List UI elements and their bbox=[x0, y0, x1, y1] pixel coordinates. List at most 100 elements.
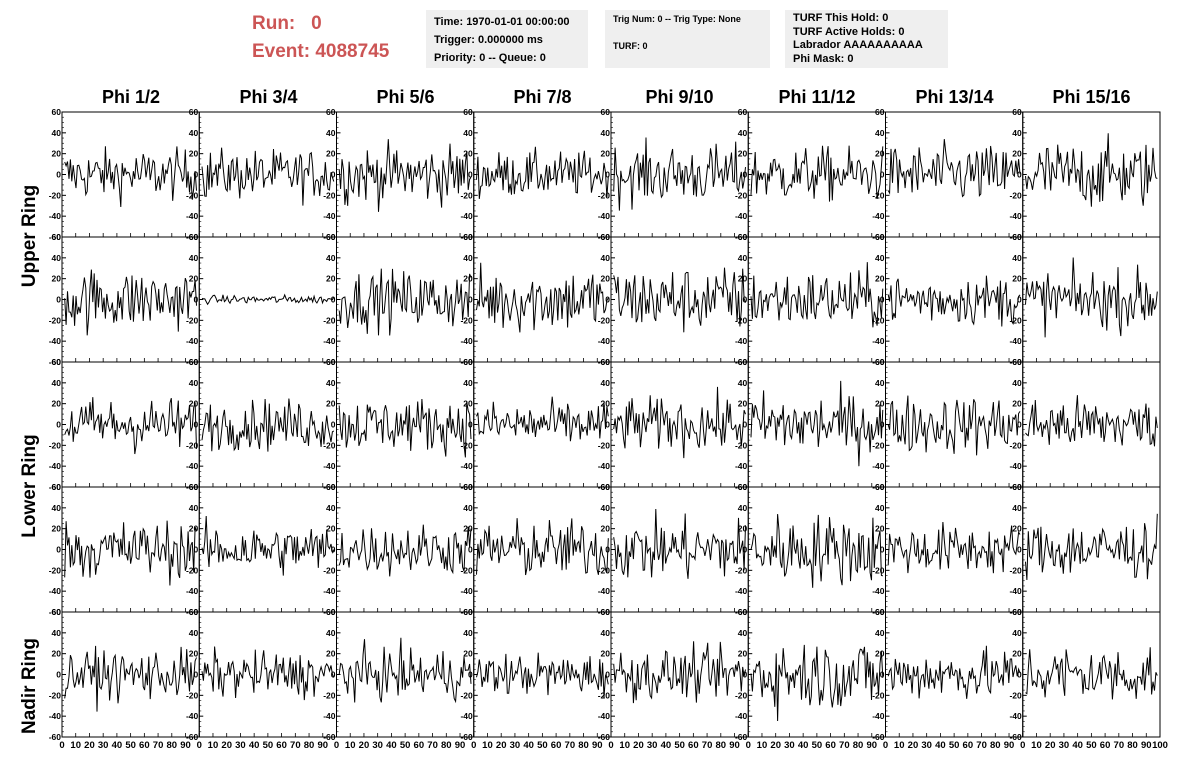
y-tick-label: 20 bbox=[326, 274, 336, 284]
y-tick-label: -20 bbox=[460, 440, 473, 450]
y-tick-label: 0 bbox=[880, 670, 885, 680]
waveform-trace-r5-c1 bbox=[64, 645, 197, 712]
y-tick-label: 40 bbox=[1012, 378, 1022, 388]
y-tick-label: 0 bbox=[605, 545, 610, 555]
y-tick-label: 0 bbox=[331, 545, 336, 555]
run-value: 0 bbox=[311, 13, 322, 34]
run-label: Run: bbox=[252, 13, 296, 34]
y-tick-label: 20 bbox=[326, 649, 336, 659]
waveform-trace-r3-c1 bbox=[64, 397, 197, 455]
y-tick-label: -20 bbox=[735, 190, 748, 200]
run-event-box: Run: 0 Event: 4088745 bbox=[252, 10, 422, 66]
y-tick-label: -40 bbox=[460, 211, 473, 221]
panel-frame-r4-c1 bbox=[61, 486, 200, 613]
x-tick-label: 80 bbox=[167, 740, 178, 751]
x-tick-label: 50 bbox=[400, 740, 411, 751]
x-tick-label: 60 bbox=[414, 740, 425, 751]
x-tick-label: 30 bbox=[784, 740, 795, 751]
y-tick-label: -40 bbox=[598, 711, 611, 721]
waveform-trace-r4-c2 bbox=[201, 515, 335, 576]
waveform-trace-r3-c4 bbox=[476, 396, 609, 442]
y-tick-label: 40 bbox=[601, 128, 611, 138]
y-tick-label: 0 bbox=[880, 545, 885, 555]
y-tick-label: 40 bbox=[1012, 128, 1022, 138]
x-tick-label: 20 bbox=[496, 740, 507, 751]
run-row: Run: 0 bbox=[252, 10, 422, 38]
y-tick-label: -20 bbox=[460, 190, 473, 200]
y-tick-label: 0 bbox=[605, 420, 610, 430]
y-tick-label: 0 bbox=[880, 170, 885, 180]
waveform-trace-r4-c8 bbox=[1025, 513, 1158, 581]
y-tick-label: 20 bbox=[875, 524, 885, 534]
y-tick-label: 60 bbox=[326, 107, 336, 117]
x-tick-label: 20 bbox=[221, 740, 232, 751]
column-title-8: Phi 15/16 bbox=[1052, 87, 1131, 107]
y-tick-label: -20 bbox=[1009, 565, 1022, 575]
y-tick-label: 0 bbox=[194, 420, 199, 430]
y-tick-label: -40 bbox=[186, 336, 199, 346]
y-tick-label: -40 bbox=[872, 586, 885, 596]
y-tick-label: 0 bbox=[605, 670, 610, 680]
y-tick-label: 60 bbox=[326, 482, 336, 492]
y-tick-label: 40 bbox=[601, 503, 611, 513]
y-tick-label: 20 bbox=[738, 524, 748, 534]
y-tick-label: -40 bbox=[735, 711, 748, 721]
y-tick-label: 0 bbox=[468, 545, 473, 555]
x-tick-label: 70 bbox=[290, 740, 301, 751]
y-tick-label: 0 bbox=[194, 170, 199, 180]
y-tick-label: -40 bbox=[872, 711, 885, 721]
y-tick-label: 60 bbox=[463, 607, 473, 617]
x-tick-label: 70 bbox=[839, 740, 850, 751]
waveform-trace-r4-c3 bbox=[338, 524, 472, 577]
x-tick-label: 80 bbox=[304, 740, 315, 751]
time-info-box: Time: 1970-01-01 00:00:00 Trigger: 0.000… bbox=[426, 10, 588, 68]
x-tick-label: 50 bbox=[1086, 740, 1097, 751]
y-tick-label: 20 bbox=[463, 524, 473, 534]
y-tick-label: 60 bbox=[738, 232, 748, 242]
y-tick-label: -20 bbox=[49, 315, 62, 325]
x-tick-label: 90 bbox=[1141, 740, 1152, 751]
x-tick-label: 0 bbox=[59, 740, 64, 751]
y-tick-label: -20 bbox=[872, 565, 885, 575]
x-tick-label: 40 bbox=[523, 740, 534, 751]
y-tick-label: 20 bbox=[189, 399, 199, 409]
y-tick-label: 20 bbox=[52, 274, 62, 284]
y-tick-label: 40 bbox=[463, 253, 473, 263]
y-tick-label: 40 bbox=[738, 628, 748, 638]
y-tick-label: 0 bbox=[194, 670, 199, 680]
y-tick-label: 20 bbox=[875, 274, 885, 284]
turf-hold-text: TURF This Hold: 0 bbox=[793, 12, 889, 24]
y-tick-label: 0 bbox=[56, 670, 61, 680]
y-tick-label: 0 bbox=[743, 420, 748, 430]
y-tick-label: -40 bbox=[1009, 586, 1022, 596]
y-tick-label: -60 bbox=[49, 232, 62, 242]
y-tick-label: -40 bbox=[49, 461, 62, 471]
x-tick-label: 70 bbox=[1114, 740, 1125, 751]
waveform-trace-r2-c3 bbox=[338, 268, 472, 336]
y-tick-label: 40 bbox=[1012, 503, 1022, 513]
x-tick-label: 10 bbox=[757, 740, 768, 751]
y-tick-label: -40 bbox=[49, 711, 62, 721]
panel-frame-r1-c1 bbox=[61, 111, 200, 238]
y-tick-label: -40 bbox=[323, 711, 336, 721]
x-tick-label: 0 bbox=[197, 740, 202, 751]
y-tick-label: 0 bbox=[743, 545, 748, 555]
y-tick-label: 20 bbox=[326, 399, 336, 409]
y-tick-label: 40 bbox=[875, 628, 885, 638]
y-tick-label: -40 bbox=[49, 586, 62, 596]
y-tick-label: 40 bbox=[875, 378, 885, 388]
event-label: Event: bbox=[252, 41, 311, 62]
y-tick-label: 40 bbox=[189, 503, 199, 513]
x-tick-label: 0 bbox=[746, 740, 751, 751]
waveform-trace-r2-c7 bbox=[887, 275, 1021, 327]
turf-info-box: TURF This Hold: 0 TURF Active Holds: 0 L… bbox=[785, 10, 948, 68]
x-tick-label: 40 bbox=[386, 740, 397, 751]
y-tick-label: -40 bbox=[598, 211, 611, 221]
x-tick-label: 80 bbox=[578, 740, 589, 751]
y-tick-label: 60 bbox=[52, 482, 62, 492]
y-tick-label: 60 bbox=[601, 607, 611, 617]
x-tick-label: 70 bbox=[702, 740, 713, 751]
y-tick-label: 20 bbox=[189, 649, 199, 659]
y-tick-label: -20 bbox=[49, 690, 62, 700]
y-tick-label: 20 bbox=[52, 524, 62, 534]
